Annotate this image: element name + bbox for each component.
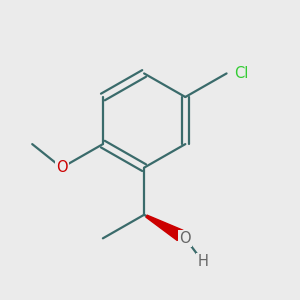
Text: Cl: Cl <box>234 66 248 81</box>
Text: O: O <box>56 160 68 175</box>
Polygon shape <box>146 215 183 241</box>
Text: H: H <box>198 254 208 269</box>
Text: O: O <box>179 231 191 246</box>
